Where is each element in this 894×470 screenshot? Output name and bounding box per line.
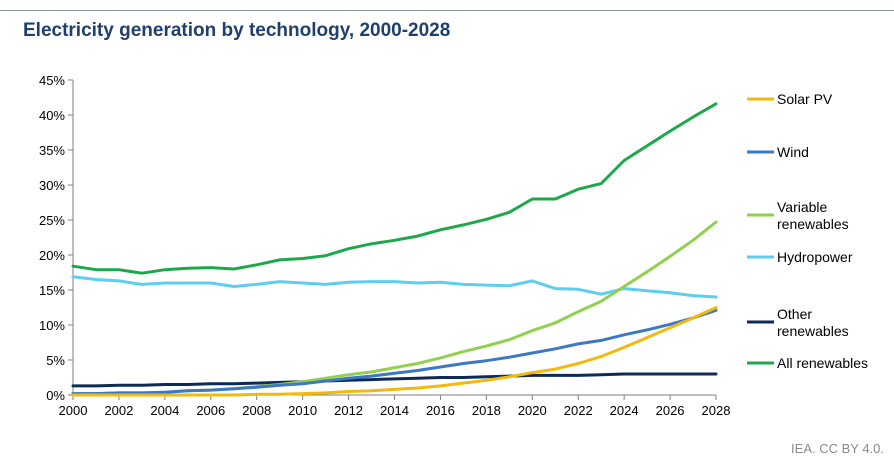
x-tick-label: 2008 — [242, 403, 271, 418]
legend-item: Hydropower — [747, 249, 853, 265]
x-tick-label: 2022 — [564, 403, 593, 418]
y-tick-label: 20% — [39, 248, 65, 263]
legend-label: renewables — [777, 323, 849, 339]
top-divider — [0, 10, 894, 11]
x-tick-label: 2014 — [380, 403, 409, 418]
y-tick-label: 35% — [39, 143, 65, 158]
series-line-all-renewables — [71, 102, 718, 275]
y-axis: 0% 5% 10% 15% 20% 25% 30% 35% 40% 45% — [39, 73, 74, 403]
legend-item: Solar PV — [747, 91, 833, 107]
legend-label: Other — [777, 306, 812, 322]
legend-label: renewables — [777, 216, 849, 232]
legend-label: Wind — [777, 144, 809, 160]
x-tick-label: 2024 — [610, 403, 639, 418]
x-tick-label: 2002 — [104, 403, 133, 418]
series-group — [71, 102, 718, 397]
y-tick-label: 30% — [39, 178, 65, 193]
series-line-solar-pv — [71, 306, 718, 397]
y-tick-label: 15% — [39, 283, 65, 298]
series-line-other-renewables — [71, 372, 718, 388]
x-axis: 2000 2002 2004 2006 2008 2010 2012 2014 2016 2018… — [59, 394, 731, 418]
x-tick-label: 2026 — [656, 403, 685, 418]
x-tick-label: 2004 — [150, 403, 179, 418]
y-tick-label: 10% — [39, 318, 65, 333]
x-tick-label: 2006 — [196, 403, 225, 418]
y-tick-label: 40% — [39, 108, 65, 123]
source-note: IEA. CC BY 4.0. — [791, 441, 884, 456]
y-tick-label: 45% — [39, 73, 65, 88]
legend-item: All renewables — [747, 355, 868, 371]
x-tick-label: 2000 — [59, 403, 88, 418]
legend-label: Hydropower — [777, 249, 853, 265]
y-tick-label: 0% — [46, 388, 65, 403]
y-tick-label: 25% — [39, 213, 65, 228]
legend: Solar PVWindVariablerenewablesHydropower… — [747, 91, 868, 371]
series-line-wind — [71, 308, 718, 396]
x-tick-label: 2020 — [518, 403, 547, 418]
y-tick-label: 5% — [46, 353, 65, 368]
legend-label: All renewables — [777, 355, 868, 371]
legend-item: Wind — [747, 144, 809, 160]
x-tick-label: 2010 — [288, 403, 317, 418]
series-line-hydropower — [71, 275, 718, 299]
legend-label: Variable — [777, 199, 828, 215]
x-tick-label: 2028 — [702, 403, 731, 418]
legend-label: Solar PV — [777, 91, 833, 107]
x-tick-label: 2012 — [334, 403, 363, 418]
series-line-variable-renewables — [71, 220, 718, 396]
x-tick-label: 2016 — [426, 403, 455, 418]
x-tick-label: 2018 — [472, 403, 501, 418]
chart-title: Electricity generation by technology, 20… — [23, 20, 451, 41]
